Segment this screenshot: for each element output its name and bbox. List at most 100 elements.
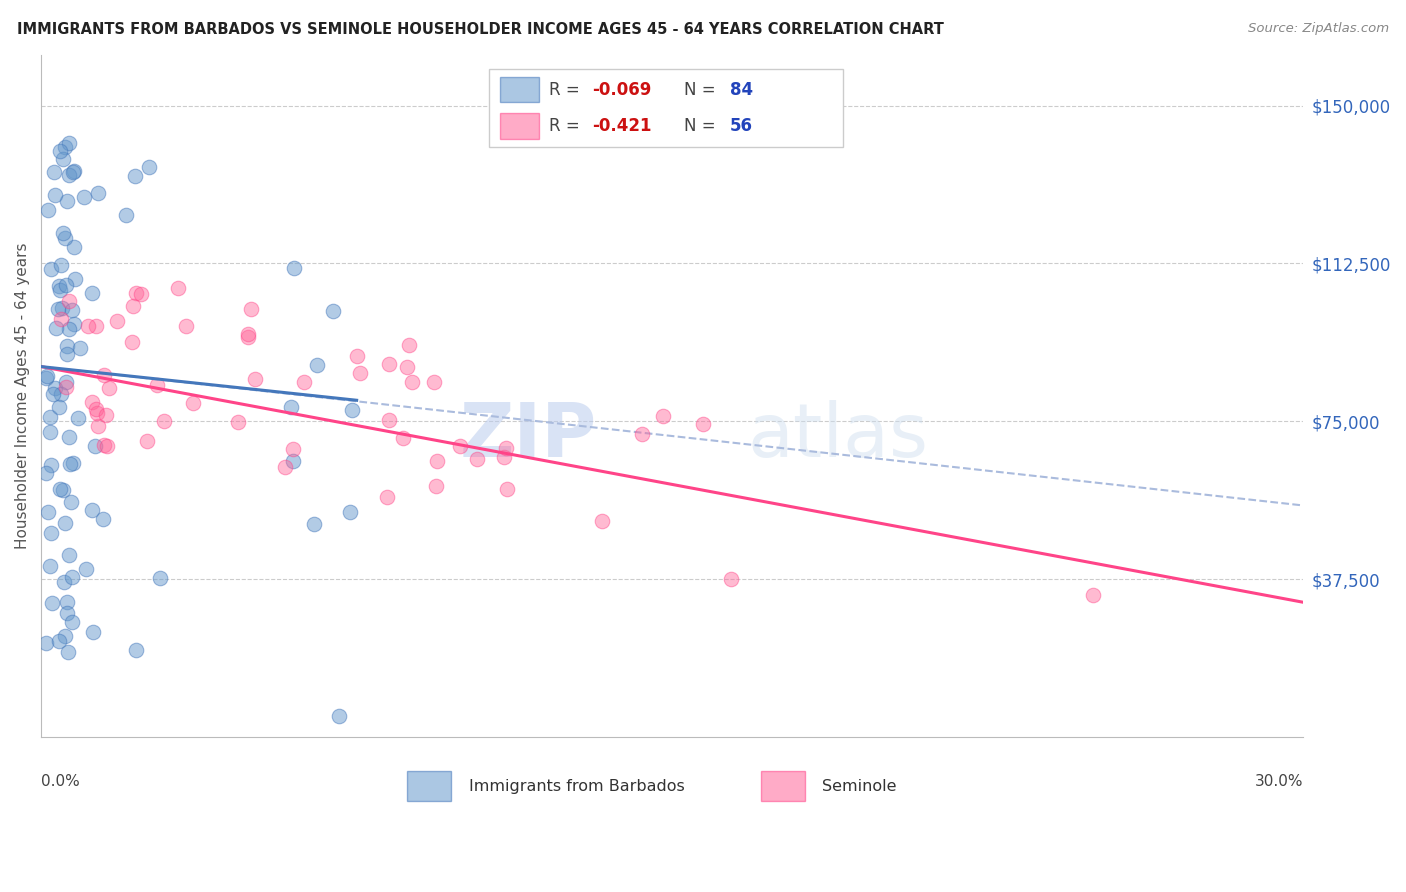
Point	[39, 262, 62, 277]
Point	[53, 231, 76, 245]
Point	[58, 322, 80, 336]
Point	[80, 503, 103, 517]
Point	[52, 483, 75, 497]
Point	[49, 387, 72, 401]
Point	[58, 294, 80, 309]
Point	[226, 415, 249, 429]
Point	[58, 429, 80, 443]
Point	[48, 401, 70, 415]
Point	[35, 369, 58, 384]
Point	[236, 330, 259, 344]
Point	[93, 512, 115, 526]
Point	[692, 417, 714, 432]
Point	[129, 286, 152, 301]
Point	[58, 548, 80, 562]
Point	[396, 360, 419, 375]
Point	[302, 517, 325, 532]
Point	[35, 370, 58, 384]
Point	[56, 595, 79, 609]
Point	[56, 645, 79, 659]
Point	[37, 505, 59, 519]
Point	[496, 482, 519, 496]
Text: 30.0%: 30.0%	[1254, 774, 1303, 789]
Point	[166, 281, 188, 295]
Point	[59, 457, 82, 471]
Point	[41, 596, 63, 610]
Point	[149, 571, 172, 585]
Point	[73, 190, 96, 204]
Point	[281, 454, 304, 468]
Point	[631, 427, 654, 442]
Point	[93, 437, 115, 451]
Point	[60, 495, 83, 509]
Point	[124, 169, 146, 183]
Point	[239, 301, 262, 316]
Point	[46, 301, 69, 316]
Point	[45, 320, 67, 334]
Point	[53, 516, 76, 531]
Point	[135, 434, 157, 448]
Point	[63, 271, 86, 285]
Point	[307, 358, 329, 372]
Point	[34, 466, 56, 480]
Point	[55, 380, 77, 394]
Point	[53, 629, 76, 643]
Point	[449, 439, 471, 453]
Point	[69, 341, 91, 355]
Point	[62, 164, 84, 178]
Point	[398, 338, 420, 352]
Text: 0.0%: 0.0%	[41, 774, 80, 789]
Point	[378, 357, 401, 371]
Point	[58, 136, 80, 151]
Point	[67, 411, 90, 425]
Point	[422, 375, 444, 389]
Point	[97, 381, 120, 395]
Point	[82, 625, 104, 640]
Point	[60, 302, 83, 317]
Point	[41, 458, 63, 472]
Point	[87, 186, 110, 200]
Point	[58, 168, 80, 182]
Point	[339, 505, 361, 519]
Point	[62, 456, 84, 470]
Point	[49, 258, 72, 272]
Point	[720, 572, 742, 586]
Y-axis label: Householder Income Ages 45 - 64 years: Householder Income Ages 45 - 64 years	[15, 243, 30, 549]
Point	[375, 490, 398, 504]
Point	[39, 409, 62, 424]
Point	[44, 381, 66, 395]
Point	[322, 303, 344, 318]
Point	[48, 279, 70, 293]
Point	[62, 317, 84, 331]
Text: atlas: atlas	[748, 401, 929, 474]
Point	[125, 285, 148, 300]
Point	[274, 460, 297, 475]
Point	[82, 394, 104, 409]
Point	[39, 425, 62, 439]
Text: IMMIGRANTS FROM BARBADOS VS SEMINOLE HOUSEHOLDER INCOME AGES 45 - 64 YEARS CORRE: IMMIGRANTS FROM BARBADOS VS SEMINOLE HOU…	[17, 22, 943, 37]
Point	[42, 387, 65, 401]
Point	[238, 326, 260, 341]
Point	[138, 161, 160, 175]
Point	[42, 165, 65, 179]
Point	[55, 606, 77, 620]
Point	[94, 409, 117, 423]
Point	[426, 454, 449, 468]
Point	[340, 403, 363, 417]
Point	[39, 526, 62, 541]
Point	[52, 153, 75, 167]
Point	[181, 396, 204, 410]
Point	[84, 318, 107, 333]
Point	[328, 709, 350, 723]
Point	[86, 406, 108, 420]
Point	[391, 430, 413, 444]
Point	[55, 278, 77, 293]
Point	[75, 562, 97, 576]
Point	[115, 208, 138, 222]
Point	[52, 227, 75, 241]
Point	[86, 401, 108, 416]
Point	[174, 319, 197, 334]
Point	[62, 240, 84, 254]
Point	[55, 347, 77, 361]
Point	[125, 643, 148, 657]
